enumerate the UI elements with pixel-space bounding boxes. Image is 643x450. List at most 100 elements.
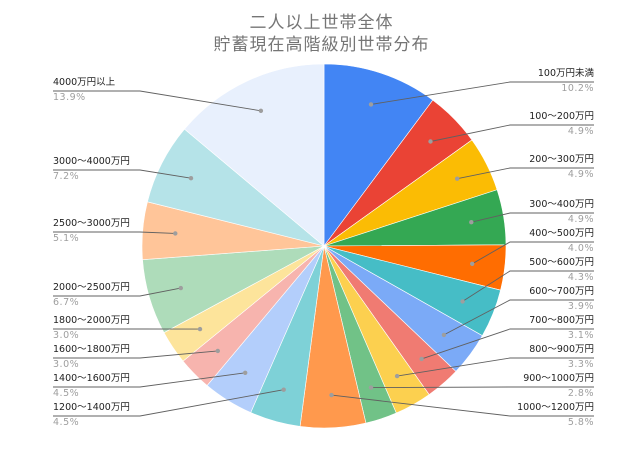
leader-dot: [419, 356, 424, 362]
leader-dot: [455, 176, 460, 181]
slice-label: 500～600万円 4.3%: [529, 257, 594, 284]
leader-line: [53, 169, 192, 179]
slice-label-percent: 3.9%: [567, 301, 594, 312]
slice-label-name: 1000～1200万円: [517, 402, 594, 413]
leader-line: [471, 241, 594, 265]
slice-label-percent: 4.9%: [567, 169, 594, 180]
leader-dot: [197, 326, 203, 332]
slice-label: 700～800万円 3.1%: [529, 315, 594, 342]
leader-dot: [368, 102, 374, 107]
slice-label-name: 500～600万円: [529, 257, 594, 268]
pie-slice[interactable]: [184, 63, 325, 247]
leader-line: [53, 389, 284, 417]
leader-line: [331, 394, 594, 417]
slice-label-percent: 4.9%: [567, 126, 594, 137]
slice-label: 1000～1200万円 5.8%: [517, 402, 594, 429]
slice-label: 800～900万円 3.3%: [529, 344, 594, 371]
slice-label: 300～400万円 4.9%: [529, 199, 594, 226]
pie-slices: [141, 63, 507, 429]
leader-dot: [178, 285, 183, 291]
chart-title-line-1: 二人以上世帯全体: [249, 13, 394, 33]
leader-line: [53, 90, 261, 112]
slice-label-percent: 10.2%: [561, 83, 594, 94]
slice-label: 2000～2500万円 6.7%: [53, 282, 130, 309]
slice-label-name: 100～200万円: [529, 111, 594, 122]
slice-label-name: 200～300万円: [529, 154, 594, 165]
slice-label-name: 3000～4000万円: [53, 156, 130, 167]
slice-label-percent: 4.0%: [567, 243, 594, 254]
leader-line: [421, 328, 594, 360]
slice-label: 1600～1800万円 3.0%: [53, 344, 130, 371]
slice-label: 4000万円以上 13.9%: [53, 77, 115, 104]
slice-label-percent: 4.5%: [53, 388, 80, 399]
slice-label-name: 700～800万円: [529, 315, 594, 326]
slice-label: 3000～4000万円 7.2%: [53, 156, 130, 183]
leader-dot: [428, 139, 433, 144]
leader-dot: [281, 387, 286, 392]
slice-label-name: 2000～2500万円: [53, 282, 130, 293]
leader-line: [370, 386, 594, 389]
leader-dot: [258, 108, 264, 114]
leader-line: [462, 270, 594, 302]
slice-label: 400～500万円 4.0%: [529, 228, 594, 255]
slice-label-name: 1800～2000万円: [53, 315, 130, 326]
slice-label-percent: 2.8%: [567, 388, 594, 399]
slice-label-name: 800～900万円: [529, 344, 594, 355]
leader-line: [397, 357, 594, 377]
slice-label: 200～300万円 4.9%: [529, 154, 594, 181]
leader-line: [370, 81, 594, 105]
slice-label-percent: 6.7%: [53, 297, 80, 308]
slice-label: 100～200万円 4.9%: [529, 111, 594, 138]
slice-label-percent: 3.1%: [567, 330, 594, 341]
slice-label-percent: 3.3%: [567, 359, 594, 370]
slice-label-name: 2500～3000万円: [53, 218, 130, 229]
slice-label-name: 1200～1400万円: [53, 402, 130, 413]
slice-label-name: 1600～1800万円: [53, 344, 130, 355]
leader-dot: [460, 299, 465, 304]
slice-label-percent: 13.9%: [53, 92, 86, 103]
slice-label-percent: 3.0%: [53, 330, 80, 341]
slice-label-percent: 5.1%: [53, 233, 80, 244]
slice-label-percent: 4.5%: [53, 417, 80, 428]
slice-label: 1200～1400万円 4.5%: [53, 402, 130, 429]
leader-dot: [394, 373, 400, 379]
leader-dot: [469, 220, 474, 225]
slice-label: 2500～3000万円 5.1%: [53, 218, 130, 245]
leader-dot: [215, 348, 220, 354]
slice-label-percent: 7.2%: [53, 171, 80, 182]
slice-label-name: 400～500万円: [529, 228, 594, 239]
slice-label-percent: 5.8%: [567, 417, 594, 428]
leader-dot: [368, 385, 374, 390]
slice-label: 600～700万円 3.9%: [529, 286, 594, 313]
leader-line: [53, 372, 246, 388]
slice-label: 1400～1600万円 4.5%: [53, 373, 130, 400]
slice-label: 1800～2000万円 3.0%: [53, 315, 130, 342]
slice-label: 900～1000万円 2.8%: [523, 373, 594, 400]
leader-dot: [173, 231, 178, 236]
leader-dot: [329, 392, 334, 398]
slice-label-percent: 4.3%: [567, 272, 594, 283]
slice-label-percent: 4.9%: [567, 214, 594, 225]
leader-line: [457, 167, 594, 180]
pie-slice[interactable]: [323, 63, 434, 247]
chart-title-line-2: 貯蓄現在高階級別世帯分布: [213, 35, 430, 55]
leader-line: [471, 212, 594, 223]
leader-dot: [470, 261, 475, 266]
leader-line: [53, 287, 181, 297]
slice-label-name: 4000万円以上: [53, 77, 116, 88]
slice-label-name: 1400～1600万円: [53, 373, 130, 384]
slice-label-name: 300～400万円: [529, 199, 594, 210]
slice-label-name: 900～1000万円: [523, 373, 594, 384]
slice-label-name: 600～700万円: [529, 286, 594, 297]
leader-line: [53, 350, 218, 359]
slice-label: 100万円未満 10.2%: [538, 68, 594, 95]
slice-label-percent: 3.0%: [53, 359, 80, 370]
leader-line: [53, 231, 176, 234]
leader-dot: [243, 370, 248, 375]
leader-dot: [188, 176, 194, 181]
leader-lines: [53, 81, 594, 417]
leader-dot: [441, 332, 447, 338]
leader-line: [443, 299, 594, 336]
slice-label-name: 100万円未満: [537, 68, 594, 79]
